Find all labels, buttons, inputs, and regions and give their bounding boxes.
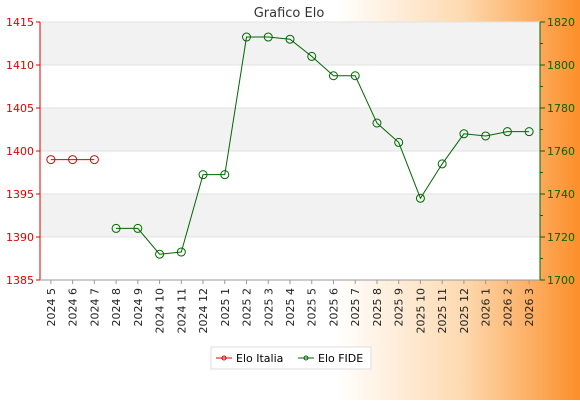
legend-item-elo-fide: Elo FIDE — [298, 352, 363, 365]
series-line-elo-fide — [116, 36, 530, 255]
legend-label-elo-italia: Elo Italia — [236, 352, 283, 365]
legend-marker-elo-italia — [221, 355, 227, 361]
axes: 1385 1390 1395 1400 1405 1410 1415 1700 1720 1740… — [6, 16, 575, 334]
data-point-elo-fide — [328, 71, 338, 81]
legend: Elo Italia Elo FIDE — [210, 346, 372, 370]
data-point-elo-fide — [176, 247, 186, 257]
legend-label-elo-fide: Elo FIDE — [318, 352, 363, 365]
data-point-elo-fide — [481, 131, 491, 141]
data-point-elo-fide — [133, 223, 143, 233]
left-axis-tick-label: 1405 — [6, 102, 34, 115]
data-point-elo-fide — [307, 51, 317, 61]
right-axis-tick-label: 1700 — [547, 274, 575, 287]
right-axis-tick-label: 1740 — [547, 188, 575, 201]
x-axis-tick-label: 2025 2 — [241, 288, 254, 327]
data-point-elo-fide — [263, 32, 273, 42]
left-axis-tick-label: 1415 — [6, 16, 34, 29]
x-axis-tick-label: 2026 3 — [523, 288, 536, 327]
x-axis-tick-label: 2025 7 — [349, 288, 362, 327]
x-axis-tick-label: 2025 6 — [327, 288, 340, 327]
left-axis-tick-label: 1395 — [6, 188, 34, 201]
x-axis-tick-label: 2025 11 — [436, 288, 449, 334]
data-point-elo-fide — [198, 170, 208, 180]
data-point-elo-italia — [68, 155, 78, 165]
left-axis-tick-label: 1400 — [6, 145, 34, 158]
data-point-elo-italia — [89, 155, 99, 165]
data-point-elo-fide — [285, 34, 295, 44]
x-axis-tick-label: 2024 7 — [88, 288, 101, 327]
right-axis-tick-label: 1780 — [547, 102, 575, 115]
x-axis-tick-label: 2024 6 — [67, 288, 80, 327]
legend-marker-elo-fide — [303, 355, 309, 361]
right-axis-tick-label: 1800 — [547, 59, 575, 72]
series-layer — [46, 32, 534, 259]
data-point-elo-fide — [415, 193, 425, 203]
chart-title: Grafico Elo — [254, 6, 325, 21]
data-point-elo-fide — [155, 249, 165, 259]
data-point-elo-fide — [111, 223, 121, 233]
right-axis-tick-label: 1760 — [547, 145, 575, 158]
right-axis-tick-label: 1820 — [547, 16, 575, 29]
x-axis-tick-label: 2024 5 — [45, 288, 58, 327]
x-axis-tick-label: 2025 1 — [219, 288, 232, 327]
x-axis-tick-label: 2025 8 — [371, 288, 384, 327]
legend-item-elo-italia: Elo Italia — [216, 352, 283, 365]
right-axis-tick-label: 1720 — [547, 231, 575, 244]
x-axis-tick-label: 2025 9 — [393, 288, 406, 327]
x-axis-tick-label: 2024 8 — [110, 288, 123, 327]
x-axis-tick-label: 2025 10 — [414, 288, 427, 334]
left-axis-tick-label: 1390 — [6, 231, 34, 244]
data-point-elo-italia — [46, 155, 56, 165]
x-axis-tick-label: 2024 10 — [154, 288, 167, 334]
x-axis-tick-label: 2024 11 — [175, 288, 188, 334]
data-point-elo-fide — [350, 71, 360, 81]
data-point-elo-fide — [524, 127, 534, 137]
x-axis-tick-label: 2025 12 — [458, 288, 471, 334]
data-point-elo-fide — [394, 137, 404, 147]
left-axis-tick-label: 1385 — [6, 274, 34, 287]
data-point-elo-fide — [220, 170, 230, 180]
x-axis-tick-label: 2026 2 — [501, 288, 514, 327]
x-axis-tick-label: 2025 3 — [262, 288, 275, 327]
plot-band — [40, 194, 540, 237]
data-point-elo-fide — [502, 127, 512, 137]
legend-box — [210, 346, 372, 370]
data-point-elo-fide — [437, 159, 447, 169]
data-point-elo-fide — [459, 129, 469, 139]
x-axis-tick-label: 2024 9 — [132, 288, 145, 327]
x-axis-tick-label: 2026 1 — [480, 288, 493, 327]
left-axis-tick-label: 1410 — [6, 59, 34, 72]
x-axis-tick-label: 2025 5 — [306, 288, 319, 327]
x-axis-tick-label: 2024 12 — [197, 288, 210, 334]
data-point-elo-fide — [372, 118, 382, 128]
data-point-elo-fide — [242, 32, 252, 42]
x-axis-tick-label: 2025 4 — [284, 288, 297, 327]
